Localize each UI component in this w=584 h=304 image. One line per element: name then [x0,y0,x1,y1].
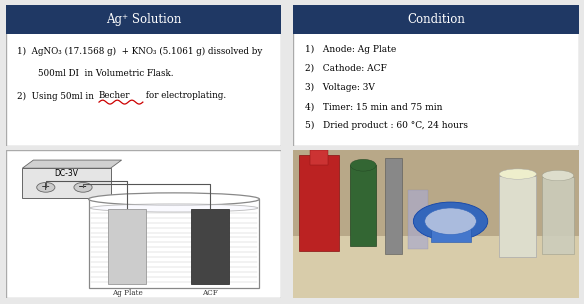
Text: 2)   Cathode: ACF: 2) Cathode: ACF [305,64,387,73]
FancyBboxPatch shape [293,5,579,34]
Bar [108,209,147,284]
Bar [385,158,402,254]
Bar [293,150,579,242]
Text: DC-3V: DC-3V [54,169,78,178]
Bar [89,199,259,288]
Circle shape [74,182,92,192]
FancyBboxPatch shape [6,150,281,298]
Text: 4)   Timer: 15 min and 75 min: 4) Timer: 15 min and 75 min [305,102,442,111]
Text: for electroplating.: for electroplating. [143,92,226,101]
Circle shape [37,182,55,192]
Text: Ag Plate: Ag Plate [112,289,142,297]
Text: −: − [78,182,88,192]
FancyBboxPatch shape [293,5,579,146]
Text: 500ml DI  in Volumetric Flask.: 500ml DI in Volumetric Flask. [37,69,173,78]
Ellipse shape [90,204,258,212]
Text: 3)   Voltage: 3V: 3) Voltage: 3V [305,83,374,92]
Bar [190,209,229,284]
Bar [310,150,328,165]
Bar [408,190,427,249]
Bar [22,168,110,198]
Text: 1)   Anode: Ag Plate: 1) Anode: Ag Plate [305,45,396,54]
Text: Condition: Condition [407,13,465,26]
FancyBboxPatch shape [6,5,281,34]
Polygon shape [22,160,121,168]
Bar [350,165,376,246]
Text: +: + [41,182,50,192]
Text: 5)   Dried product : 60 °C, 24 hours: 5) Dried product : 60 °C, 24 hours [305,121,468,130]
Ellipse shape [350,159,376,171]
Bar [542,177,573,254]
Text: Ag⁺ Solution: Ag⁺ Solution [106,13,182,26]
Ellipse shape [499,169,536,179]
Text: 2)  Using 50ml in: 2) Using 50ml in [17,92,96,101]
Bar [430,221,471,242]
Ellipse shape [542,170,573,181]
Ellipse shape [89,193,259,206]
Text: Becher: Becher [99,92,130,101]
Circle shape [425,208,477,234]
Circle shape [413,202,488,240]
Text: ACF: ACF [202,289,218,297]
Bar [293,236,579,298]
Bar [299,155,339,251]
FancyBboxPatch shape [6,5,281,146]
Text: 1)  AgNO₃ (17.1568 g)  + KNO₃ (5.1061 g) dissolved by: 1) AgNO₃ (17.1568 g) + KNO₃ (5.1061 g) d… [17,47,262,56]
Bar [499,175,536,257]
